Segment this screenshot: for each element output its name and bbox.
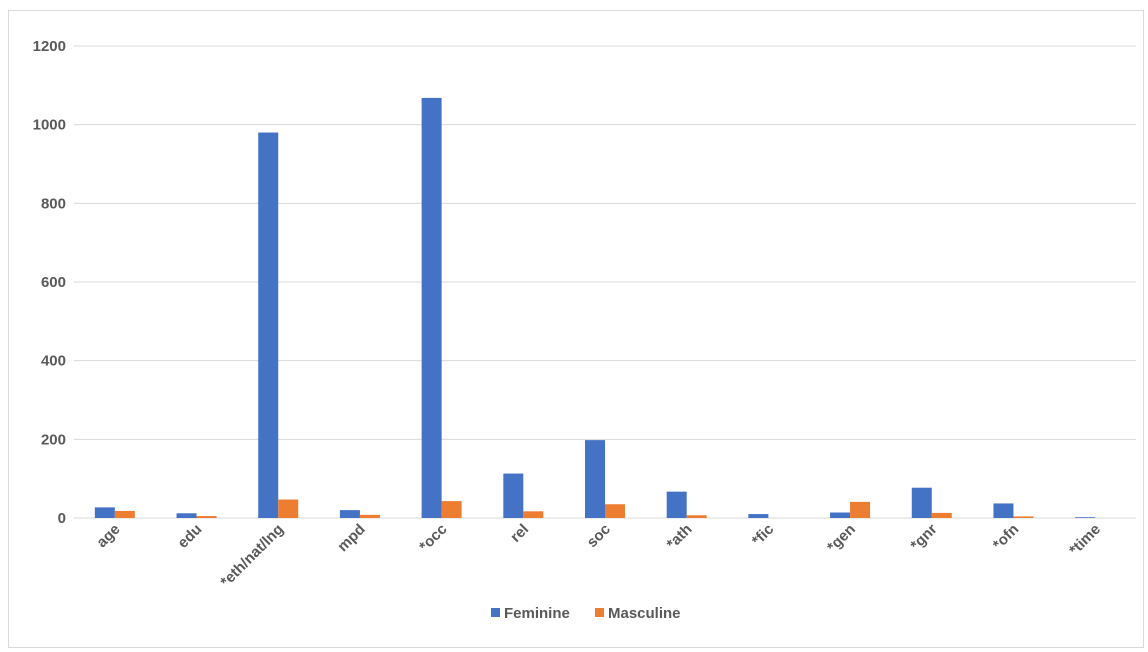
bar-masculine [278, 499, 299, 518]
bar-masculine [850, 501, 871, 518]
x-tick-label: *ofn [990, 521, 1023, 554]
bar-masculine [686, 515, 707, 518]
legend-label-feminine: Feminine [504, 605, 570, 622]
bar-feminine [911, 487, 932, 518]
y-tick-label: 200 [41, 431, 66, 448]
gridlines [74, 45, 1136, 519]
bars [94, 97, 1096, 519]
bar-masculine [523, 511, 544, 518]
bar-feminine [1075, 517, 1096, 518]
legend-swatch-feminine [491, 608, 500, 617]
y-tick-label: 400 [41, 353, 66, 370]
chart-frame [8, 10, 1144, 648]
bar-masculine [196, 516, 217, 518]
y-tick-label: 1000 [33, 117, 66, 134]
x-tick-label: *ath [663, 521, 695, 553]
bar-feminine [339, 510, 360, 518]
bar-feminine [585, 440, 605, 518]
x-axis-ticks: age edu *eth/nat/lng mpd *occ rel soc *ath *fic *… [93, 521, 1104, 591]
x-tick-label: soc [584, 521, 614, 551]
legend-swatch-masculine [595, 608, 604, 617]
x-tick-label: edu [174, 521, 205, 552]
x-tick-label: *gnr [907, 521, 940, 554]
x-tick-label: *fic [749, 521, 778, 550]
y-tick-label: 600 [41, 274, 66, 291]
x-tick-label: rel [507, 521, 532, 546]
x-tick-label: *time [1066, 521, 1104, 559]
bar-feminine [258, 132, 279, 519]
bar-feminine [830, 512, 851, 518]
legend: Feminine Masculine [491, 605, 681, 622]
bar-feminine [421, 97, 442, 519]
y-tick-label: 800 [41, 195, 66, 212]
y-tick-label: 0 [58, 510, 66, 527]
bar-feminine [176, 513, 197, 518]
legend-label-masculine: Masculine [608, 605, 681, 622]
bar-feminine [94, 507, 115, 518]
x-tick-label: *gen [824, 521, 859, 556]
x-tick-label: mpd [334, 521, 368, 555]
x-tick-label: *eth/nat/lng [217, 521, 287, 591]
x-tick-label: age [93, 521, 123, 551]
bar-masculine [114, 510, 135, 518]
bar-feminine [748, 514, 769, 518]
bar-feminine [993, 503, 1014, 518]
y-axis-ticks: 0 200 400 600 800 1000 1200 [33, 38, 66, 527]
bar-masculine [605, 504, 625, 518]
bar-masculine [931, 512, 952, 518]
bar-feminine [666, 491, 687, 518]
bar-feminine [503, 473, 524, 518]
x-tick-label: *occ [416, 521, 450, 555]
y-tick-label: 1200 [33, 38, 66, 55]
bar-masculine [359, 514, 380, 518]
bar-masculine [1013, 516, 1034, 518]
bar-masculine [441, 501, 462, 518]
